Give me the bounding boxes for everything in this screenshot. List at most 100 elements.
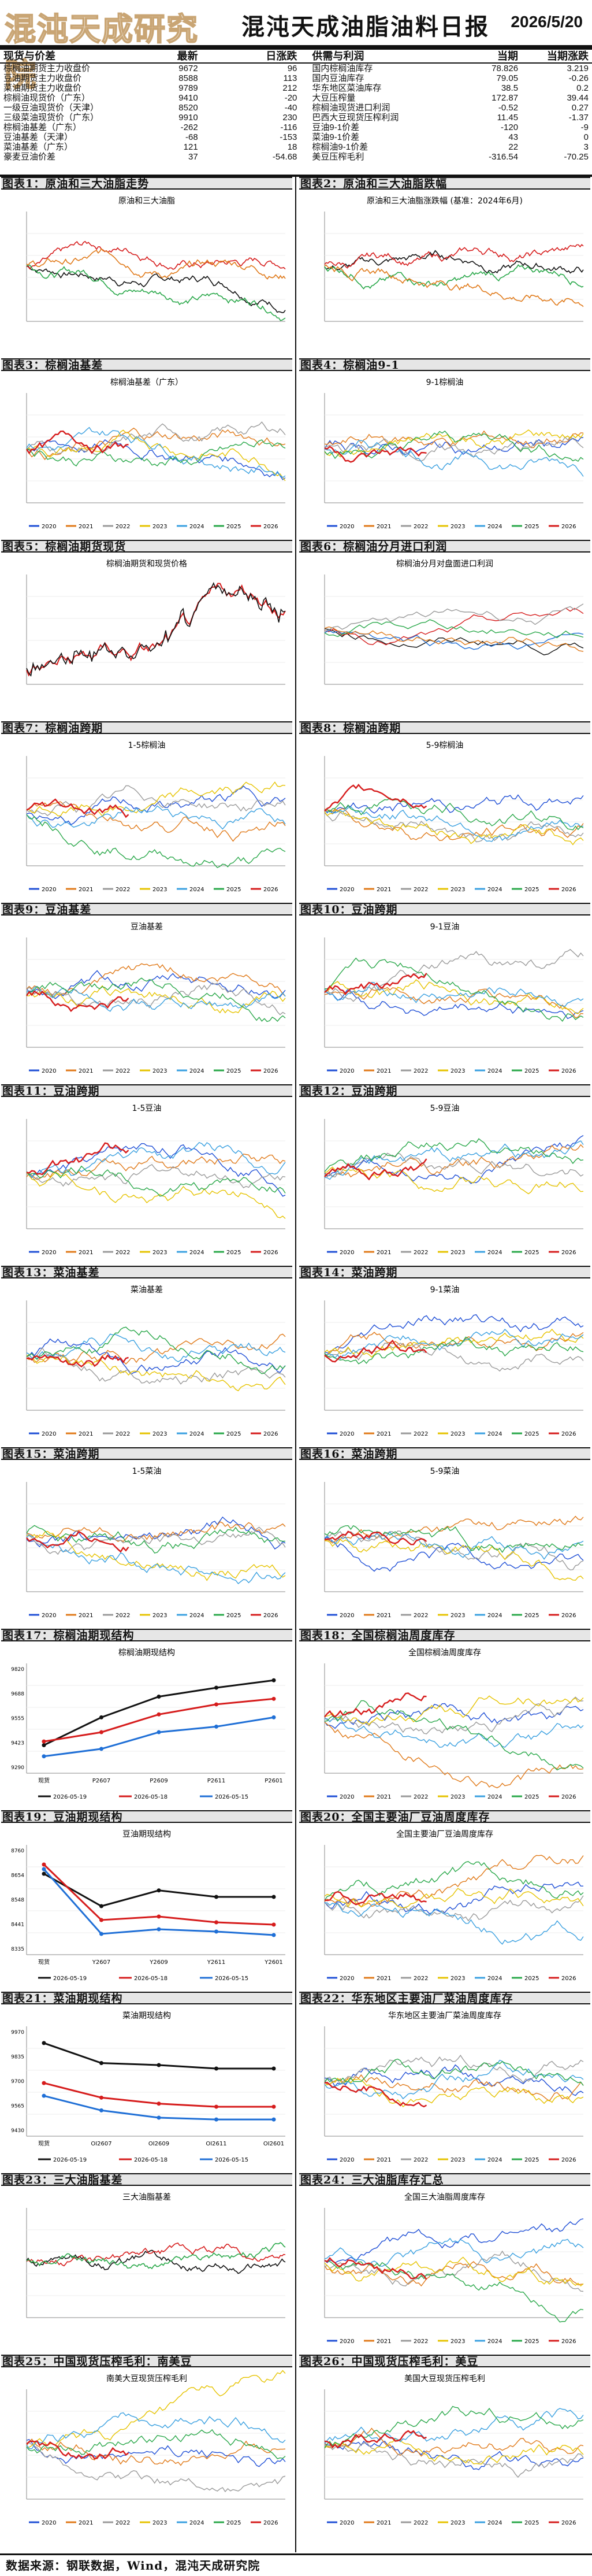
series-line bbox=[324, 2430, 427, 2449]
figure-label: 图表13：菜油基差 bbox=[1, 1266, 292, 1278]
chart-title: 豆油基差 bbox=[131, 922, 163, 932]
chart-svg: 全国主要油厂豆油周度库存 2020 2021 2022 2023 2024 2025 2026 bbox=[324, 1829, 584, 1982]
series-line bbox=[26, 1530, 286, 1581]
series-line bbox=[26, 1338, 286, 1375]
data-point bbox=[271, 1922, 276, 1927]
series-line bbox=[324, 948, 584, 1002]
data-point bbox=[99, 1904, 103, 1908]
data-point bbox=[99, 1932, 103, 1936]
series-line bbox=[26, 785, 286, 825]
legend-label: 2023 bbox=[450, 1068, 465, 1074]
data-point bbox=[214, 2066, 218, 2071]
legend-label: 2020 bbox=[340, 1250, 354, 1256]
x-tick-label: P2607 bbox=[92, 1778, 110, 1784]
legend-label: 2026 bbox=[561, 1068, 576, 1074]
daily-change: 96 bbox=[287, 64, 297, 73]
series-line bbox=[324, 2064, 584, 2096]
series-line bbox=[324, 244, 584, 269]
chart-svg: 原油和三大油脂 bbox=[26, 197, 286, 322]
legend-label: 2022 bbox=[414, 2157, 428, 2163]
chart-title: 三大油脂基差 bbox=[122, 2192, 171, 2202]
current-change: -1.37 bbox=[568, 113, 589, 123]
legend-label: 2025 bbox=[524, 1431, 539, 1437]
series-line bbox=[324, 2438, 584, 2465]
figure-label: 图表7：棕榈油跨期 bbox=[1, 721, 292, 734]
legend-label: 2020 bbox=[42, 1068, 56, 1074]
series-line bbox=[324, 619, 584, 639]
chart-title: 全国主要油厂豆油周度库存 bbox=[396, 1829, 493, 1839]
series-line bbox=[26, 421, 286, 455]
data-point bbox=[271, 1715, 276, 1719]
legend-label: 2023 bbox=[450, 1250, 465, 1256]
series-line bbox=[324, 1158, 427, 1181]
series-line bbox=[26, 439, 286, 480]
data-point bbox=[99, 1715, 103, 1719]
series-line bbox=[26, 1153, 286, 1180]
figure-20: 图表20：全国主要油厂豆油周度库存全国主要油厂豆油周度库存 2020 2021 202… bbox=[299, 1810, 590, 1989]
y-tick-label: 8548 bbox=[11, 1897, 24, 1903]
legend-label: 2026 bbox=[263, 2520, 278, 2526]
legend-label: 2024 bbox=[189, 1431, 204, 1437]
legend-label: 2022 bbox=[414, 887, 428, 893]
legend-label: 2025 bbox=[524, 524, 539, 530]
figure-14: 图表14：菜油跨期 9-1菜油 2020 2021 2022 2023 2024 2025 20… bbox=[299, 1266, 590, 1445]
legend-label: 2021 bbox=[377, 1431, 391, 1437]
series-line bbox=[324, 2441, 584, 2478]
legend-label: 2026 bbox=[561, 1431, 576, 1437]
legend-label: 2026-05-19 bbox=[53, 1794, 87, 1800]
figure-label: 图表12：豆油跨期 bbox=[299, 1084, 590, 1097]
figure-2: 图表2：原油和三大油脂跌幅 原油和三大油脂涨跌幅 (基准：2024年6月) bbox=[299, 177, 590, 356]
legend-label: 2021 bbox=[377, 2157, 391, 2163]
chart-svg: 5-9豆油 2020 2021 2022 2023 2024 2025 2026 bbox=[324, 1104, 584, 1256]
series-line bbox=[26, 240, 286, 270]
series-line bbox=[324, 1336, 584, 1365]
series-line bbox=[26, 1172, 286, 1219]
legend-label: 2020 bbox=[340, 1794, 354, 1800]
daily-change: 18 bbox=[287, 142, 297, 152]
series-line bbox=[324, 2405, 584, 2449]
legend-label: 2025 bbox=[524, 1250, 539, 1256]
series-line bbox=[26, 2429, 286, 2460]
legend-label: 2021 bbox=[79, 1431, 93, 1437]
legend-label: 2022 bbox=[414, 1613, 428, 1619]
current-value: -316.54 bbox=[489, 152, 519, 162]
column-header: 当期涨跌 bbox=[547, 50, 589, 62]
chart-title: 5-9棕榈油 bbox=[426, 741, 464, 750]
x-tick-label: Y2609 bbox=[149, 1959, 168, 1966]
data-point bbox=[214, 1685, 218, 1690]
figure-label: 图表20：全国主要油厂豆油周度库存 bbox=[299, 1810, 590, 1823]
series-line bbox=[324, 2427, 584, 2457]
current-change: -0.26 bbox=[568, 73, 589, 83]
series-line bbox=[26, 1530, 129, 1553]
series-line bbox=[26, 2249, 286, 2274]
legend-label: 2020 bbox=[42, 1431, 56, 1437]
legend-label: 2020 bbox=[42, 887, 56, 893]
y-tick-label: 9688 bbox=[11, 1692, 24, 1697]
figure-label: 图表6：棕榈油分月进口利润 bbox=[299, 540, 590, 553]
legend-label: 2024 bbox=[487, 1975, 502, 1982]
column-header: 当期 bbox=[497, 50, 519, 62]
series-line bbox=[26, 1525, 286, 1554]
series-line bbox=[324, 2054, 584, 2085]
table-row: 豪麦豆油价差 37 -54.68 美豆压榨毛利 -316.54 -70.25 bbox=[0, 152, 592, 162]
legend-label: 2025 bbox=[226, 524, 241, 530]
latest-value: 9910 bbox=[178, 113, 198, 123]
legend-label: 2022 bbox=[414, 1431, 428, 1437]
legend-label: 2025 bbox=[524, 1068, 539, 1074]
chart-title: 全国三大油脂周度库存 bbox=[404, 2192, 485, 2202]
chart-title: 菜油期现结构 bbox=[122, 2011, 171, 2021]
figure-11: 图表11：豆油跨期 1-5豆油 2020 2021 2022 2023 2024 2025 20… bbox=[1, 1084, 292, 1263]
indicator-name: 大豆压榨量 bbox=[312, 93, 356, 103]
data-point bbox=[157, 2063, 161, 2067]
chart-title: 棕榈油分月对盘面进口利润 bbox=[396, 559, 493, 569]
series-line bbox=[324, 806, 584, 842]
legend-label: 2021 bbox=[79, 887, 93, 893]
series-line bbox=[324, 783, 427, 812]
series-line bbox=[324, 437, 584, 455]
series-line bbox=[26, 1333, 286, 1362]
series-line bbox=[26, 2242, 286, 2270]
figure-label: 图表18：全国棕榈油周度库存 bbox=[299, 1629, 590, 1641]
legend-label: 2023 bbox=[152, 1431, 167, 1437]
data-point bbox=[157, 2115, 161, 2120]
report-date: 2026/5/20 bbox=[511, 13, 583, 31]
